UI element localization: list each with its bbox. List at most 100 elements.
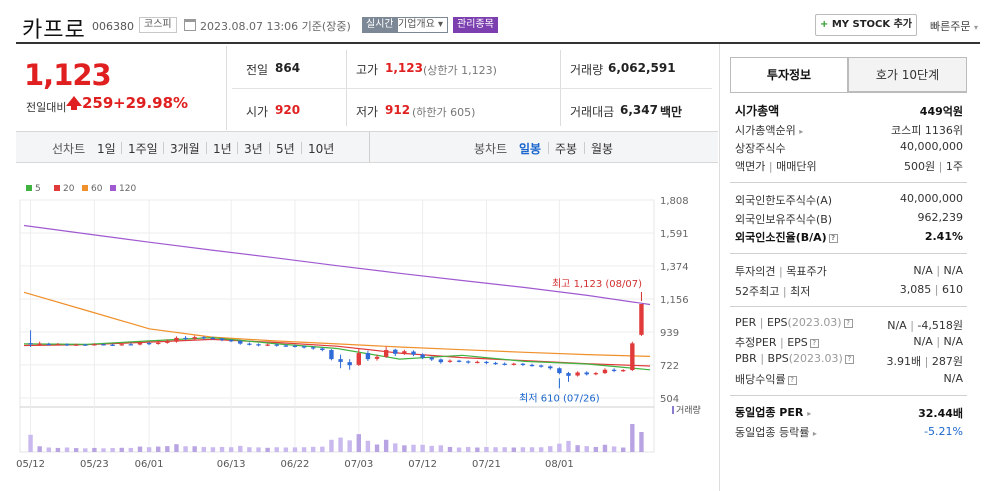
listed-shares-label: 상장주식수 [735,142,786,155]
open-label: 시가 [246,105,269,119]
legend-label: 60 [91,184,103,194]
candle-body [529,364,535,367]
candle-body [383,350,389,357]
help-icon[interactable]: ? [809,338,819,348]
x-tick-label: 07/12 [408,459,437,470]
candle-body [238,340,243,344]
volume-bar [265,447,270,452]
add-mystock-button[interactable]: + MY STOCK 추가 [815,14,917,36]
candle-body [438,359,444,363]
period-1w[interactable]: 1주일 [128,142,158,156]
par-trade-unit-value: 500원 | 1주 [904,160,963,173]
candle-body [429,357,434,360]
volume-value: 6,062,591 [608,61,676,75]
candle-monthly[interactable]: 월봉 [591,142,614,156]
info-section-divider [730,306,967,307]
candle-body [283,345,289,347]
market-cap-rank-link[interactable]: 시가총액순위 ▸ [735,122,803,138]
tab-invest-info[interactable]: 투자정보 [730,57,848,92]
line-chart-label[interactable]: 선차트 [52,142,86,156]
candle-body [174,337,179,342]
pbr-date: (2023.03) [788,352,843,365]
candle-body [183,337,188,340]
candle-body [548,366,553,369]
period-1y[interactable]: 1년 [213,142,232,156]
quick-order-label: 빠른주문 [930,20,971,33]
help-icon[interactable]: ? [843,318,853,328]
ma120-line [23,224,651,306]
volume-bar [447,446,453,452]
volume-bar [621,447,626,452]
candle-body [356,353,361,365]
candle-weekly[interactable]: 주봉 [555,142,578,156]
candle-body [557,368,562,374]
candle-body [92,344,97,346]
industry-per-link[interactable]: 동일업종 PER ▸ [735,404,811,420]
x-tick-label: 07/21 [472,459,501,470]
eps-value: -4,518원 [917,319,963,332]
bps-label: BPS [767,352,789,365]
legend-label: 20 [63,184,75,194]
volume-bar [165,446,170,452]
help-icon[interactable]: ? [787,375,797,385]
candle-body [192,337,197,339]
candlestick-chart[interactable]: 5 20 60 120 1,808 1,591 1,374 1,156 939 722 504 05/… [16,180,718,480]
period-5y[interactable]: 5년 [276,142,295,156]
period-1d[interactable]: 1일 [97,142,116,156]
corp-overview-dropdown[interactable]: 기업개요 ▾ [393,17,449,33]
realtime-badge[interactable]: 실시간 [362,17,398,33]
est-eps-value: N/A [943,335,963,348]
volume-bar [365,440,371,452]
tab-hoga-10[interactable]: 호가 10단계 [848,57,967,92]
trade-amount-label: 거래대금 [570,105,615,119]
industry-rate-link[interactable]: 동일업종 등락률 ▸ [735,424,817,440]
period-3m[interactable]: 3개월 [170,142,200,156]
candle-body [165,341,170,343]
volume-bar [247,447,252,452]
volume-bar [292,447,298,452]
candle-body [639,304,644,335]
tab-underline [730,92,967,93]
chevron-down-icon: ▾ [438,19,444,30]
opinion-target-value: N/A | N/A [913,264,963,277]
y-tick-label: 1,374 [660,262,689,273]
quick-order-button[interactable]: 빠른주문 ▾ [930,18,978,34]
help-icon[interactable]: ? [844,354,854,364]
foreign-ratio-value: 2.41% [924,230,963,243]
volume-bar [502,447,507,452]
candle-body [420,354,425,358]
change-percent: +29.98% [113,94,189,112]
w52-low-value: 610 [942,283,963,296]
candle-body [611,369,617,371]
candle-daily[interactable]: 일봉 [519,142,542,156]
toolbar-divider [121,142,122,154]
candle-chart-label[interactable]: 봉차트 [474,142,508,156]
volume-bar [584,446,589,452]
toolbar-divider [206,142,207,154]
info-section-divider [730,253,967,254]
dividend-yield-label: 배당수익률 [735,373,786,386]
low-annotation: 최저 610 (07/26) [519,392,600,404]
candle-body [602,369,608,374]
calendar-icon [184,19,196,31]
candle-body [566,373,571,376]
candle-body [411,351,416,355]
stock-name: 카프로 [22,18,86,43]
help-icon[interactable]: ? [828,233,838,243]
change-value: 259 [82,94,114,112]
ma60-line [23,291,651,357]
w52-low-label: 최저 [790,285,811,298]
volume-legend-mark [672,406,674,414]
toolbar-divider [269,142,270,154]
legend-swatch [54,185,60,191]
volume-bar [101,448,106,452]
chevron-down-icon: ▾ [973,23,978,32]
period-3y[interactable]: 3년 [244,142,263,156]
trade-amount-value: 6,347 [620,103,658,117]
est-per-eps-value: N/A | N/A [913,335,963,348]
y-tick-label: 1,808 [660,196,689,207]
per-eps-label: PER | EPS(2023.03)? [735,316,853,329]
period-10y[interactable]: 10년 [308,142,335,156]
volume-bar [201,446,206,452]
volume-bar [46,447,51,452]
